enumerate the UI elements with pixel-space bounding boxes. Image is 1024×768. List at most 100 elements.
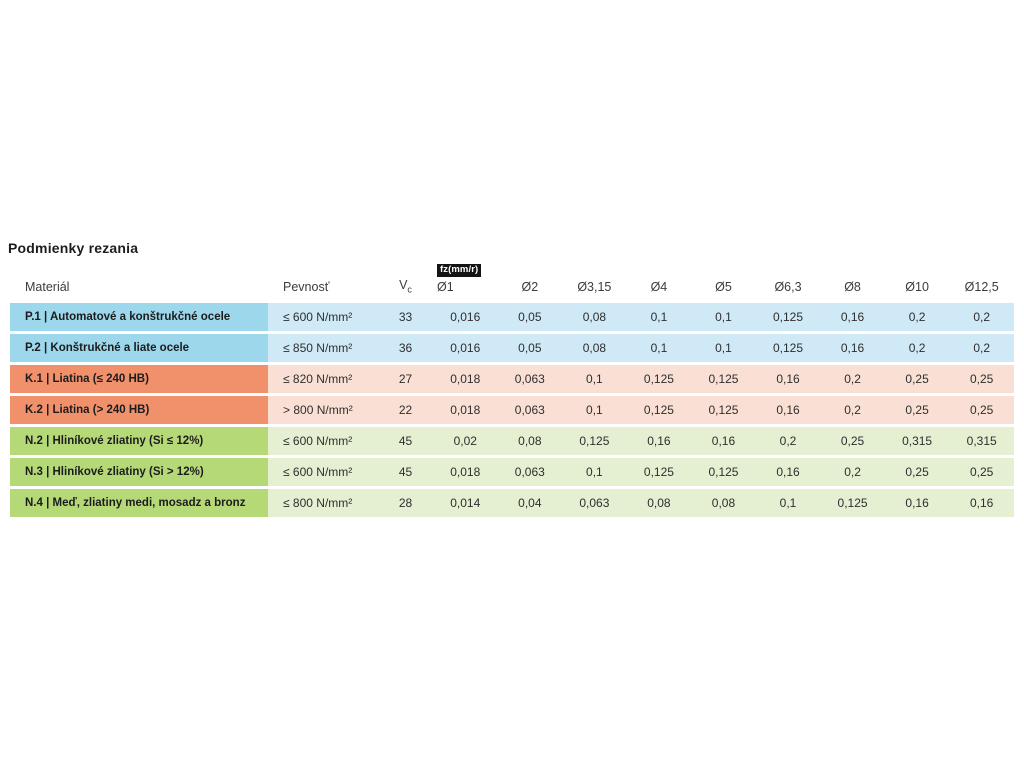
fz-cell: 0,25 [820,427,885,455]
fz-cell: 0,2 [884,334,950,362]
fz-cell: 0,125 [626,365,692,393]
fz-cell: 0,2 [949,303,1014,331]
fz-cell: 0,315 [884,427,950,455]
pevnost-cell: ≤ 600 N/mm² [268,427,378,455]
vc-cell: 22 [378,396,433,424]
fz-cell: 0,16 [820,303,885,331]
fz-cell: 0,014 [433,489,498,517]
fz-cell: 0,05 [497,334,563,362]
vc-cell: 27 [378,365,433,393]
pevnost-cell: > 800 N/mm² [268,396,378,424]
fz-cell: 0,25 [949,365,1014,393]
column-header-vc: Vc [378,264,433,300]
table-header: Materiál Pevnosť Vc fz(mm/r) Ø1 Ø2 Ø3,15… [10,264,1014,300]
material-cell: K.1 | Liatina (≤ 240 HB) [10,365,268,393]
fz-cell: 0,1 [691,303,756,331]
fz-cell: 0,08 [562,334,627,362]
fz-cell: 0,016 [433,303,498,331]
table-row-n2: N.2 | Hliníkové zliatiny (Si ≤ 12%) ≤ 60… [10,427,1014,455]
pevnost-cell: ≤ 820 N/mm² [268,365,378,393]
table-row-p1: P.1 | Automatové a konštrukčné ocele ≤ 6… [10,303,1014,331]
fz-cell: 0,25 [884,458,950,486]
fz-cell: 0,2 [820,365,885,393]
column-header-material: Materiál [10,264,268,300]
material-cell: P.2 | Konštrukčné a liate ocele [10,334,268,362]
fz-cell: 0,063 [562,489,627,517]
pevnost-cell: ≤ 600 N/mm² [268,303,378,331]
header-row: Materiál Pevnosť Vc fz(mm/r) Ø1 Ø2 Ø3,15… [10,264,1014,300]
material-cell: N.2 | Hliníkové zliatiny (Si ≤ 12%) [10,427,268,455]
fz-cell: 0,04 [497,489,563,517]
fz-cell: 0,125 [626,458,692,486]
vc-cell: 36 [378,334,433,362]
fz-cell: 0,2 [755,427,821,455]
fz-cell: 0,125 [626,396,692,424]
column-header-pevnost: Pevnosť [268,264,378,300]
fz-cell: 0,016 [433,334,498,362]
fz-cell: 0,16 [755,458,821,486]
vc-cell: 45 [378,427,433,455]
vc-label: V [399,277,408,292]
fz-cell: 0,16 [820,334,885,362]
fz-cell: 0,2 [820,458,885,486]
fz-cell: 0,16 [626,427,692,455]
column-header-d2: Ø2 [497,264,563,300]
fz-cell: 0,1 [626,334,692,362]
fz-cell: 0,08 [691,489,756,517]
fz-cell: 0,08 [562,303,627,331]
pevnost-cell: ≤ 600 N/mm² [268,458,378,486]
fz-cell: 0,125 [755,303,821,331]
fz-cell: 0,315 [949,427,1014,455]
fz-cell: 0,16 [691,427,756,455]
fz-cell: 0,125 [691,365,756,393]
fz-cell: 0,125 [691,396,756,424]
fz-cell: 0,2 [820,396,885,424]
fz-cell: 0,08 [497,427,563,455]
vc-subscript: c [407,284,412,294]
material-cell: K.2 | Liatina (> 240 HB) [10,396,268,424]
fz-cell: 0,02 [433,427,498,455]
fz-cell: 0,16 [755,396,821,424]
d1-label: Ø1 [437,280,454,294]
column-header-d1: fz(mm/r) Ø1 [433,264,498,300]
fz-cell: 0,125 [691,458,756,486]
table-row-n4: N.4 | Meď, zliatiny medi, mosadz a bronz… [10,489,1014,517]
fz-cell: 0,018 [433,365,498,393]
fz-cell: 0,125 [820,489,885,517]
fz-cell: 0,1 [691,334,756,362]
table-row-k1: K.1 | Liatina (≤ 240 HB) ≤ 820 N/mm² 27 … [10,365,1014,393]
column-header-d9: Ø12,5 [949,264,1014,300]
fz-cell: 0,1 [755,489,821,517]
column-header-d8: Ø10 [884,264,950,300]
fz-cell: 0,16 [755,365,821,393]
fz-cell: 0,25 [949,458,1014,486]
fz-cell: 0,2 [884,303,950,331]
table-row-p2: P.2 | Konštrukčné a liate ocele ≤ 850 N/… [10,334,1014,362]
page-title: Podmienky rezania [8,240,139,256]
fz-cell: 0,25 [949,396,1014,424]
column-header-d4: Ø4 [626,264,692,300]
fz-cell: 0,1 [562,458,627,486]
fz-cell: 0,018 [433,396,498,424]
column-header-d5: Ø5 [691,264,756,300]
fz-cell: 0,125 [562,427,627,455]
column-header-d6: Ø6,3 [755,264,821,300]
material-cell: N.4 | Meď, zliatiny medi, mosadz a bronz [10,489,268,517]
fz-cell: 0,08 [626,489,692,517]
pevnost-cell: ≤ 850 N/mm² [268,334,378,362]
column-header-d7: Ø8 [820,264,885,300]
fz-cell: 0,25 [884,365,950,393]
d1-header-stack: fz(mm/r) Ø1 [433,264,498,294]
pevnost-cell: ≤ 800 N/mm² [268,489,378,517]
fz-cell: 0,063 [497,365,563,393]
vc-cell: 45 [378,458,433,486]
fz-cell: 0,018 [433,458,498,486]
column-header-d3: Ø3,15 [562,264,627,300]
fz-cell: 0,063 [497,396,563,424]
table-row-n3: N.3 | Hliníkové zliatiny (Si > 12%) ≤ 60… [10,458,1014,486]
cutting-conditions-table: Materiál Pevnosť Vc fz(mm/r) Ø1 Ø2 Ø3,15… [10,261,1014,520]
fz-cell: 0,05 [497,303,563,331]
fz-cell: 0,25 [884,396,950,424]
fz-cell: 0,2 [949,334,1014,362]
